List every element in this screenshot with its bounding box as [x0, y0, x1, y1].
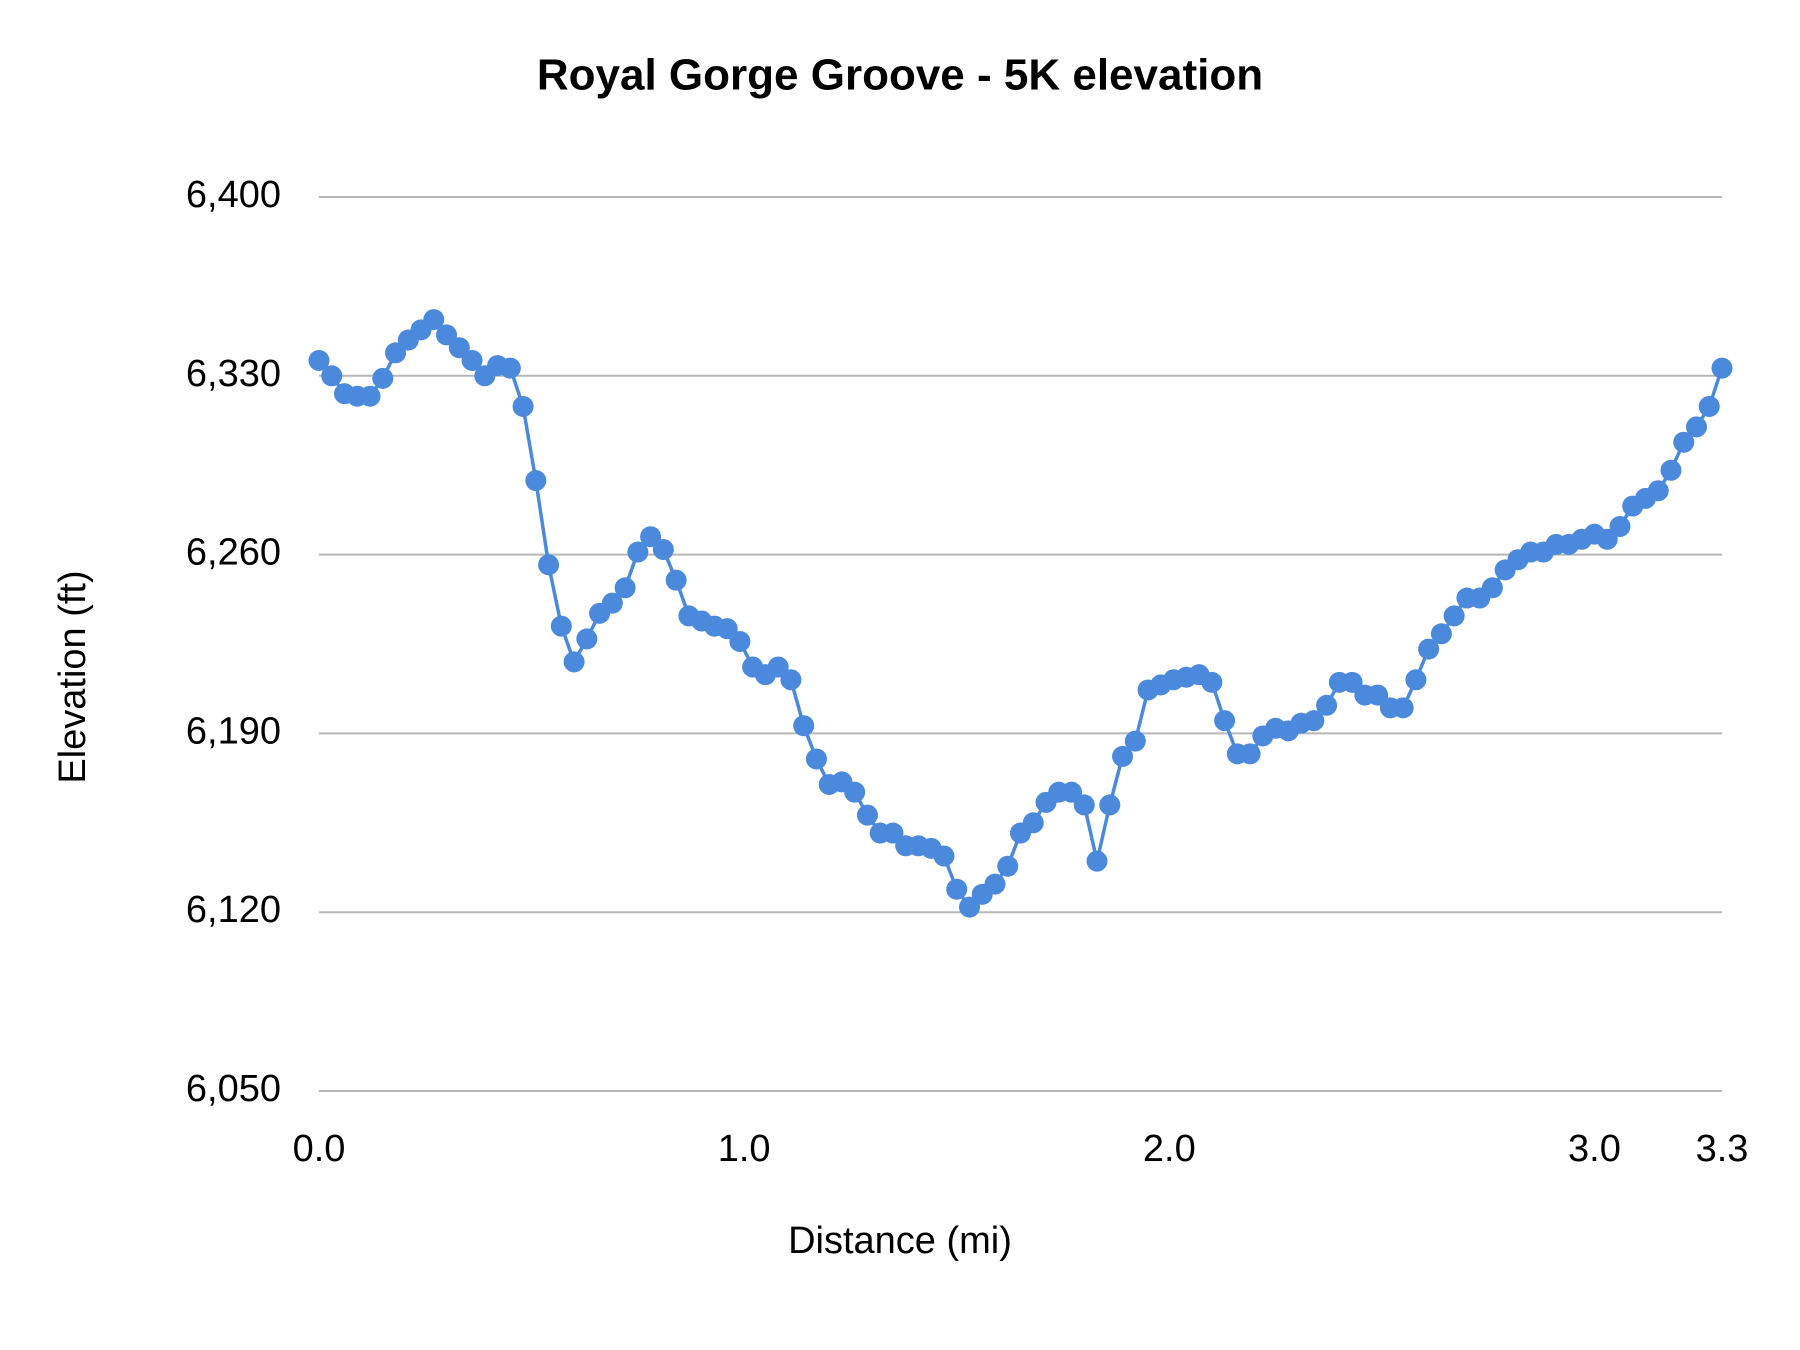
point — [1405, 669, 1427, 691]
point — [1481, 577, 1503, 599]
point — [461, 349, 483, 371]
point — [1316, 694, 1338, 716]
point — [984, 873, 1006, 895]
point — [601, 592, 623, 614]
point — [844, 781, 866, 803]
point — [933, 845, 955, 867]
point — [372, 367, 394, 389]
point — [997, 855, 1019, 877]
point — [767, 656, 789, 678]
point — [1685, 416, 1707, 438]
point — [1112, 745, 1134, 767]
point — [1124, 730, 1146, 752]
x-tick-label: 3.0 — [1568, 1128, 1621, 1170]
point — [1099, 794, 1121, 816]
point — [1367, 684, 1389, 706]
point — [614, 577, 636, 599]
point — [856, 804, 878, 826]
chart-title: Royal Gorge Groove - 5K elevation — [537, 51, 1263, 100]
point — [882, 822, 904, 844]
point — [1214, 710, 1236, 732]
point — [499, 357, 521, 379]
point — [1341, 671, 1363, 693]
point — [1061, 781, 1083, 803]
point — [780, 669, 802, 691]
y-tick-label: 6,400 — [186, 174, 281, 216]
point — [550, 615, 572, 637]
point — [1073, 794, 1095, 816]
point — [423, 309, 445, 331]
point — [1392, 697, 1414, 719]
point — [946, 878, 968, 900]
point — [1022, 812, 1044, 834]
point — [1303, 710, 1325, 732]
x-tick-label: 3.3 — [1696, 1128, 1749, 1170]
point — [793, 715, 815, 737]
x-axis-title: Distance (mi) — [788, 1220, 1012, 1262]
y-tick-label: 6,120 — [186, 889, 281, 931]
y-tick-label: 6,260 — [186, 532, 281, 574]
point — [627, 541, 649, 563]
x-tick-label: 2.0 — [1143, 1128, 1196, 1170]
point — [308, 349, 330, 371]
point — [1660, 459, 1682, 481]
point — [640, 526, 662, 548]
point — [1711, 357, 1733, 379]
point — [1698, 395, 1720, 417]
point — [1647, 480, 1669, 502]
point — [652, 538, 674, 560]
point — [538, 554, 560, 576]
point — [1609, 516, 1631, 538]
point — [1596, 528, 1618, 550]
point — [563, 651, 585, 673]
point — [436, 324, 458, 346]
point — [958, 896, 980, 918]
y-tick-label: 6,050 — [186, 1068, 281, 1110]
point — [321, 365, 343, 387]
point — [1239, 743, 1261, 765]
point — [576, 628, 598, 650]
point — [525, 470, 547, 492]
point — [1673, 431, 1695, 453]
y-axis-title: Elevation (ft) — [52, 570, 94, 783]
point — [729, 630, 751, 652]
point — [1418, 638, 1440, 660]
point — [665, 569, 687, 591]
point — [1443, 605, 1465, 627]
point — [512, 395, 534, 417]
point — [359, 385, 381, 407]
point — [1430, 623, 1452, 645]
point — [805, 748, 827, 770]
point — [1086, 850, 1108, 872]
x-tick-label: 0.0 — [293, 1128, 346, 1170]
y-tick-label: 6,330 — [186, 353, 281, 395]
point — [716, 618, 738, 640]
point — [1201, 671, 1223, 693]
point — [448, 337, 470, 359]
point — [385, 342, 407, 364]
x-tick-label: 1.0 — [718, 1128, 771, 1170]
y-tick-label: 6,190 — [186, 710, 281, 752]
